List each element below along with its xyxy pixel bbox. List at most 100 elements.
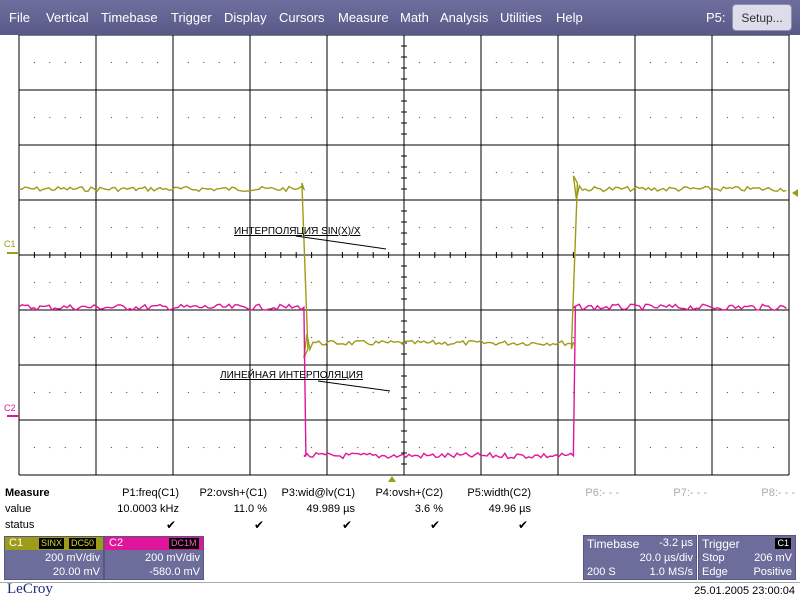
grid-dot [511,61,513,64]
grid-dot [572,116,575,119]
grid-dot [141,226,143,229]
grid-dot [495,116,497,119]
p4-label[interactable]: P4:ovsh+(C2) [375,487,443,499]
grid-dot [64,61,66,64]
grid-dot [619,116,621,119]
menu-cursors[interactable]: Cursors [279,10,325,25]
menu-timebase[interactable]: Timebase [101,10,158,25]
grid-dot [264,171,266,174]
grid-dot [80,446,82,449]
c2-offset: -580.0 mV [149,566,200,578]
grid-dot [141,391,143,394]
p6-label[interactable]: P6:- - - [585,487,619,499]
menu-utilities[interactable]: Utilities [500,10,542,25]
grid-dot [341,61,343,64]
grid-dot [33,116,36,119]
grid-dot [680,116,682,119]
grid-dot [33,61,36,64]
grid-dot [773,171,775,174]
grid-dot [80,336,82,339]
timebase-samples: 200 S [587,566,616,578]
grid-dot [33,226,36,229]
menu-help[interactable]: Help [556,10,583,25]
grid-dot [526,446,528,449]
grid-dot [742,61,744,64]
menu-file[interactable]: File [9,10,30,25]
grid-dot [110,116,112,119]
grid-dot [665,281,667,284]
trigger-source-badge: C1 [775,538,791,549]
trigger-descriptor[interactable]: Trigger C1 Stop 206 mV Edge Positive [698,535,796,580]
grid-dot [341,391,343,394]
c2-header: C2 DC1M [105,537,203,550]
grid-dot [603,336,605,339]
grid-dot [773,116,775,119]
menu-display[interactable]: Display [224,10,267,25]
p3-status: ✔ [342,518,353,532]
channel-c1-descriptor[interactable]: C1 SINX DC50 200 mV/div 20.00 mV [4,536,104,580]
grid-dot [64,336,66,339]
grid-dot [64,226,66,229]
grid-dot [311,171,313,174]
menu-math[interactable]: Math [400,10,429,25]
menu-measure[interactable]: Measure [338,10,389,25]
grid-dot [434,446,436,449]
annotation-linear-leader [317,380,391,392]
grid-dot [649,391,652,394]
grid-dot [372,281,374,284]
p5-status: ✔ [518,518,529,532]
grid-dot [80,171,82,174]
lecroy-logo: LeCroy [7,581,53,597]
grid-dot [449,281,451,284]
p2-label[interactable]: P2:ovsh+(C1) [199,487,267,499]
grid-dot [311,446,313,449]
grid-dot [341,446,343,449]
grid-dot [33,281,36,284]
grid-dot [418,336,420,339]
c1-ground-marker[interactable]: C1 [4,239,16,249]
grid-dot [726,61,729,64]
grid-dot [465,226,467,229]
grid-dot [218,391,220,394]
c2-waveform [18,303,787,460]
p5-label-measure[interactable]: P5:width(C2) [467,487,531,499]
grid-dot [757,226,759,229]
grid-dot [665,171,667,174]
annotation-sinx: ИНТЕРПОЛЯЦИЯ SIN(X)/X [234,226,361,237]
grid-dot [49,116,51,119]
menu-trigger[interactable]: Trigger [171,10,212,25]
grid-dot [295,61,297,64]
menu-vertical[interactable]: Vertical [46,10,89,25]
p3-label[interactable]: P3:wid@lv(C1) [281,487,355,499]
grid-dot [696,446,698,449]
c2-badge-coupling: DC1M [169,538,199,549]
p1-label[interactable]: P1:freq(C1) [122,487,179,499]
menu-analysis[interactable]: Analysis [440,10,489,25]
grid-dot [619,391,621,394]
grid-dot [388,61,390,64]
setup-button[interactable]: Setup... [732,4,792,31]
waveform-display[interactable]: C1 C2 ИНТЕРПОЛЯЦИЯ SIN(X)/X ЛИНЕЙНАЯ ИНТ… [0,34,800,485]
trigger-level-marker[interactable] [792,189,798,197]
grid-dot [234,281,236,284]
grid-dot [49,281,51,284]
grid-dot [465,281,467,284]
grid-dot [157,391,159,394]
grid-dot [341,226,343,229]
grid-dot [495,171,497,174]
c2-ground-marker[interactable]: C2 [4,403,16,413]
trigger-time-marker[interactable] [388,476,396,482]
p7-label[interactable]: P7:- - - [673,487,707,499]
grid-dot [696,61,698,64]
grid-dot [696,226,698,229]
channel-c2-descriptor[interactable]: C2 DC1M 200 mV/div -580.0 mV [104,536,204,580]
p8-label[interactable]: P8:- - - [761,487,795,499]
grid-dot [234,61,236,64]
grid-dot [388,391,390,394]
grid-dot [126,116,128,119]
grid-dot [234,171,236,174]
grid-dot [110,226,112,229]
grid-dot [187,61,189,64]
c1-waveform [18,175,787,359]
timebase-descriptor[interactable]: Timebase -3.2 µs 20.0 µs/div 200 S 1.0 M… [583,535,697,580]
